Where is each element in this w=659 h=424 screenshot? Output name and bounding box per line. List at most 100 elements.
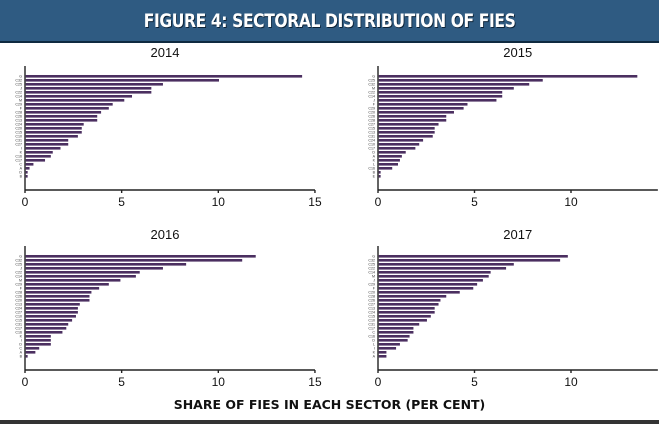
bar <box>25 279 121 282</box>
bar <box>25 135 78 138</box>
category-label: K <box>373 351 376 355</box>
bar <box>25 127 82 130</box>
bar <box>25 327 67 330</box>
category-label: C29 <box>15 283 22 287</box>
bar <box>378 163 398 166</box>
bar <box>378 303 439 306</box>
bar <box>378 343 400 346</box>
bar <box>25 91 152 94</box>
bar <box>25 275 136 278</box>
category-label: C15 <box>368 315 375 319</box>
bar <box>25 343 51 346</box>
category-label: B <box>20 355 23 359</box>
bar <box>378 319 427 322</box>
bar <box>25 287 100 290</box>
chart-title: 2015 <box>503 45 532 60</box>
bar <box>25 255 256 258</box>
x-tick-label: 10 <box>564 195 578 209</box>
bar <box>25 267 163 270</box>
bar <box>378 291 460 294</box>
category-label: F <box>20 287 23 291</box>
chart-title: 2017 <box>503 227 532 242</box>
category-label: C22 <box>368 91 375 95</box>
category-label: C13 <box>15 303 22 307</box>
bar <box>25 315 76 318</box>
bar <box>378 79 543 82</box>
category-label: C24 <box>15 123 22 127</box>
category-label: C10 <box>15 135 22 139</box>
bar <box>25 111 102 114</box>
x-tick-label: 5 <box>118 195 125 209</box>
category-label: C17 <box>15 159 22 163</box>
bar <box>378 151 406 154</box>
category-label: C16 <box>368 335 375 339</box>
category-label: C14 <box>15 275 22 279</box>
category-label: I <box>21 147 22 151</box>
bar <box>378 307 435 310</box>
bar <box>25 259 243 262</box>
category-label: I <box>374 347 375 351</box>
category-label: A <box>20 167 23 171</box>
category-label: C20 <box>368 291 375 295</box>
category-label: C <box>372 331 375 335</box>
bar <box>378 275 489 278</box>
bar <box>378 83 530 86</box>
category-label: C32 <box>15 259 22 263</box>
bar <box>25 123 84 126</box>
category-label: C15 <box>368 127 375 131</box>
category-label: C16 <box>15 155 22 159</box>
category-label: C31 <box>368 323 375 327</box>
category-label: L <box>373 163 375 167</box>
bar <box>378 155 402 158</box>
category-label: A <box>20 351 23 355</box>
bar <box>25 163 34 166</box>
bar <box>25 311 78 314</box>
category-label: B <box>373 171 376 175</box>
chart-title: 2014 <box>151 45 180 60</box>
bar <box>25 87 152 90</box>
bar <box>25 347 40 350</box>
bar <box>378 355 387 358</box>
bar <box>378 171 381 174</box>
bar <box>378 323 420 326</box>
bar <box>25 119 98 122</box>
bar <box>378 131 435 134</box>
category-label: C26 <box>368 299 375 303</box>
bar <box>378 103 468 106</box>
bottom-rule <box>0 420 659 424</box>
category-label: E <box>373 175 376 179</box>
category-label: C28 <box>15 291 22 295</box>
category-label: K <box>20 335 23 339</box>
x-tick-label: 0 <box>22 195 29 209</box>
category-label: C20 <box>368 111 375 115</box>
bar <box>25 355 28 358</box>
bar <box>25 143 69 146</box>
category-label: C10 <box>368 143 375 147</box>
bar <box>378 259 561 262</box>
category-label: C27 <box>368 303 375 307</box>
category-label: C25 <box>368 79 375 83</box>
category-label: K <box>20 151 23 155</box>
bar <box>25 83 163 86</box>
bar <box>25 131 82 134</box>
category-label: D <box>372 151 375 155</box>
bar <box>378 271 491 274</box>
bar <box>378 115 447 118</box>
bar <box>378 311 435 314</box>
bar <box>378 111 454 114</box>
category-label: C27 <box>15 143 22 147</box>
category-label: G <box>19 255 22 259</box>
figure-header: FIGURE 4: SECTORAL DISTRIBUTION OF FIES <box>0 0 659 43</box>
bar <box>25 79 220 82</box>
bar <box>378 287 474 290</box>
category-label: C14 <box>368 95 375 99</box>
category-label: F <box>373 103 376 107</box>
category-label: C29 <box>368 107 375 111</box>
category-label: M <box>19 279 22 283</box>
category-label: M <box>372 275 375 279</box>
category-label: C22 <box>368 267 375 271</box>
bar <box>378 295 447 298</box>
